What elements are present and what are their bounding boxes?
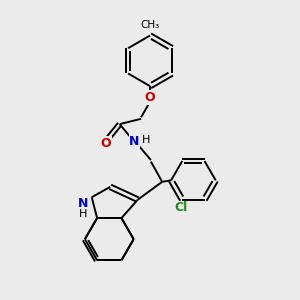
Text: Cl: Cl bbox=[174, 201, 188, 214]
Text: CH₃: CH₃ bbox=[140, 20, 160, 30]
Text: N: N bbox=[129, 135, 140, 148]
Text: O: O bbox=[100, 137, 111, 150]
Text: N: N bbox=[78, 197, 88, 210]
Text: H: H bbox=[79, 208, 88, 219]
Text: H: H bbox=[142, 135, 150, 145]
Text: O: O bbox=[145, 91, 155, 104]
